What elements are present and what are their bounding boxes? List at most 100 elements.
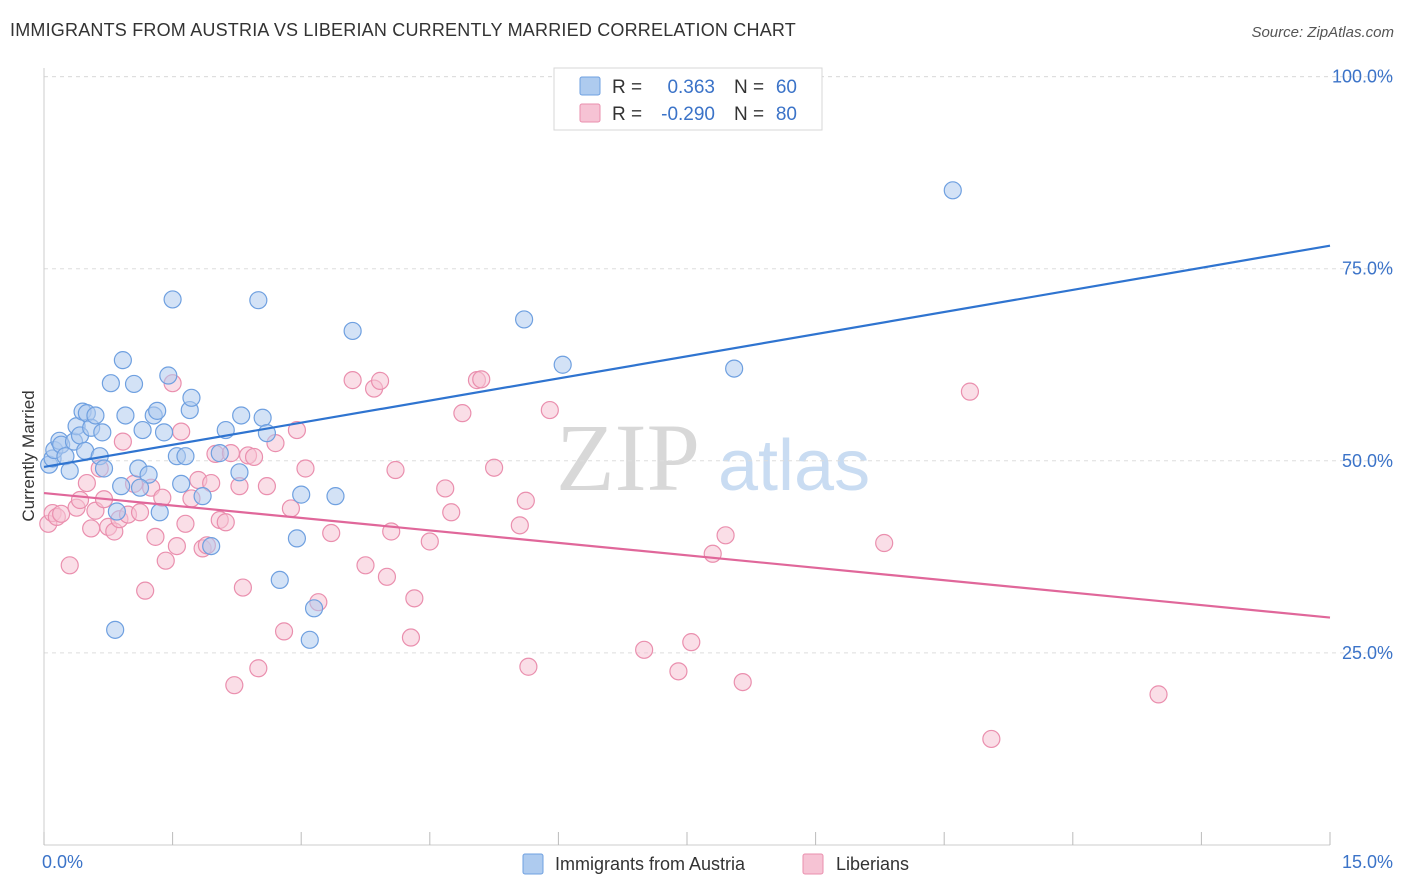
point-austria-58 <box>725 359 744 378</box>
point-liberians-3 <box>52 504 71 523</box>
point-liberians-52 <box>356 556 375 575</box>
point-liberians-51 <box>343 371 362 390</box>
point-austria-44 <box>253 408 272 427</box>
point-austria-39 <box>210 444 229 463</box>
point-austria-43 <box>249 291 268 310</box>
legend-r-label-2: R = <box>612 104 642 125</box>
legend-box: R = 0.363 N = 60 R = -0.290 N = 80 <box>553 67 823 131</box>
y-tick-labels: 25.0% 50.0% 75.0% 100.0% <box>1332 67 1393 663</box>
bottom-legend-austria: Immigrants from Austria <box>555 854 746 874</box>
point-liberians-6 <box>70 490 90 510</box>
chart-title: IMMIGRANTS FROM AUSTRIA VS LIBERIAN CURR… <box>10 20 796 40</box>
point-austria-57 <box>553 355 572 374</box>
y-tick-label-50: 50.0% <box>1342 451 1393 471</box>
legend-n-label-1: N = <box>734 77 764 98</box>
legend-swatch-liberians <box>579 103 601 123</box>
point-austria-52 <box>343 321 362 341</box>
point-liberians-48 <box>296 459 315 478</box>
point-austria-31 <box>163 290 182 309</box>
bottom-legend-swatch-liberians <box>802 853 824 875</box>
point-liberians-47 <box>287 420 307 440</box>
point-austria-49 <box>300 630 319 649</box>
point-austria-16 <box>93 423 112 442</box>
point-liberians-65 <box>472 370 491 389</box>
bottom-legend: Immigrants from Austria Liberians <box>522 853 909 875</box>
point-liberians-32 <box>202 473 221 493</box>
legend-r-value-2: -0.290 <box>661 104 715 125</box>
point-austria-20 <box>113 351 132 370</box>
point-liberians-43 <box>257 477 277 496</box>
trend-lines <box>43 244 1331 619</box>
point-liberians-73 <box>682 633 701 652</box>
point-liberians-74 <box>703 544 722 563</box>
point-liberians-8 <box>82 519 101 538</box>
point-liberians-15 <box>113 432 132 451</box>
point-austria-48 <box>292 485 311 504</box>
bottom-legend-swatch-austria <box>522 853 544 875</box>
point-austria-17 <box>94 459 114 478</box>
point-austria-22 <box>124 374 144 394</box>
point-liberians-61 <box>436 479 455 498</box>
y-axis-title: Currently Married <box>19 390 38 521</box>
point-austria-53 <box>112 477 131 496</box>
point-austria-33 <box>172 474 191 493</box>
watermark-atlas: atlas <box>718 426 870 506</box>
point-liberians-41 <box>244 447 264 467</box>
legend-n-value-2: 80 <box>776 104 797 125</box>
point-austria-51 <box>326 487 345 506</box>
point-liberians-68 <box>516 491 535 510</box>
trend-line-liberians <box>43 491 1331 619</box>
point-liberians-7 <box>77 473 96 493</box>
point-liberians-21 <box>146 527 165 546</box>
point-liberians-71 <box>635 640 654 659</box>
point-austria-59 <box>943 181 962 200</box>
point-austria-46 <box>270 570 289 590</box>
legend-r-label-1: R = <box>612 77 642 98</box>
point-liberians-39 <box>233 578 253 597</box>
point-liberians-59 <box>405 589 424 608</box>
point-liberians-4 <box>60 556 79 575</box>
point-austria-54 <box>106 620 125 639</box>
point-austria-14 <box>86 406 105 425</box>
point-liberians-26 <box>172 422 191 441</box>
point-liberians-23 <box>156 551 175 570</box>
point-liberians-72 <box>669 662 688 681</box>
x-tick-label-end: 15.0% <box>1342 852 1393 872</box>
point-austria-19 <box>107 502 126 521</box>
legend-swatch-austria <box>579 76 601 96</box>
point-liberians-76 <box>733 672 752 692</box>
y-tick-label-100: 100.0% <box>1332 67 1393 87</box>
point-liberians-60 <box>420 532 439 551</box>
bottom-legend-liberians: Liberians <box>836 854 909 874</box>
point-liberians-66 <box>485 458 504 477</box>
point-liberians-79 <box>982 729 1001 749</box>
point-austria-27 <box>148 401 167 420</box>
point-austria-28 <box>150 503 169 522</box>
gridlines <box>44 76 1392 654</box>
point-liberians-77 <box>875 533 894 553</box>
point-liberians-75 <box>716 526 735 545</box>
y-tick-label-25: 25.0% <box>1342 643 1393 663</box>
watermark-zip: ZIP <box>556 404 700 511</box>
legend-n-value-1: 60 <box>776 77 797 98</box>
point-austria-34 <box>176 447 195 466</box>
point-austria-56 <box>515 310 534 329</box>
series-austria <box>40 181 962 649</box>
chart-source: Source: ZipAtlas.com <box>1251 24 1394 41</box>
point-liberians-50 <box>322 523 341 543</box>
point-austria-47 <box>287 529 307 548</box>
point-austria-37 <box>193 487 212 506</box>
point-austria-30 <box>159 366 178 385</box>
point-liberians-35 <box>216 513 235 532</box>
point-liberians-62 <box>442 503 461 522</box>
point-liberians-42 <box>249 659 268 678</box>
point-liberians-37 <box>225 676 244 695</box>
point-austria-38 <box>202 536 221 556</box>
legend-n-label-2: N = <box>734 104 764 125</box>
point-austria-24 <box>133 420 152 440</box>
point-liberians-19 <box>136 581 155 600</box>
point-liberians-54 <box>370 371 390 390</box>
trend-line-austria <box>43 244 1331 469</box>
point-austria-6 <box>60 461 79 480</box>
point-austria-29 <box>154 423 174 442</box>
